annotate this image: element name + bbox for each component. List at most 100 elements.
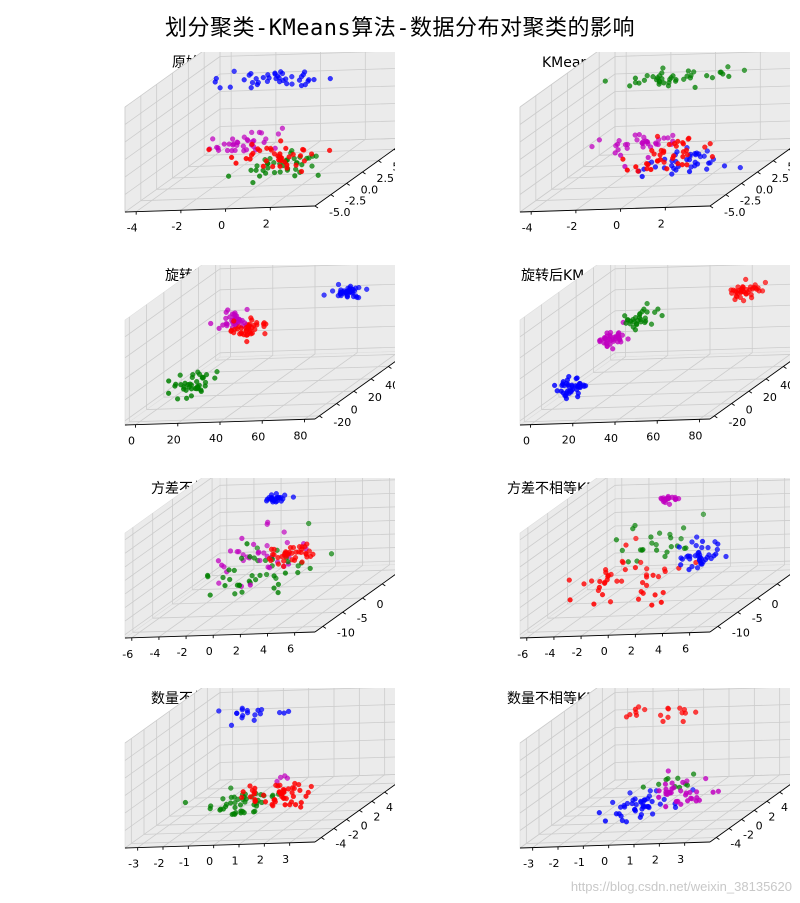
gridline — [194, 791, 385, 799]
gridline — [124, 525, 221, 595]
data-point — [762, 279, 768, 286]
data-point — [231, 68, 237, 74]
y-tick-label: 0 — [351, 404, 358, 417]
data-point — [303, 551, 309, 557]
data-point — [633, 164, 639, 170]
data-point — [638, 319, 644, 325]
data-point — [301, 158, 307, 164]
y-tick-mark — [330, 194, 335, 198]
data-point — [663, 777, 669, 783]
data-point — [253, 577, 259, 583]
data-point — [172, 383, 178, 389]
gridline — [576, 378, 767, 386]
gridline — [519, 552, 616, 622]
gridline — [527, 625, 718, 633]
data-point — [248, 167, 254, 173]
data-point — [668, 544, 674, 550]
data-point — [253, 803, 260, 809]
data-point — [661, 159, 667, 165]
data-point — [711, 553, 717, 559]
gridline — [572, 355, 669, 424]
data-point — [330, 288, 336, 294]
data-point — [747, 287, 753, 293]
gridline — [198, 366, 389, 373]
gridline — [519, 73, 616, 143]
data-point — [237, 802, 244, 808]
data-point — [644, 73, 650, 79]
data-point — [182, 799, 188, 806]
data-point — [226, 173, 232, 179]
data-point — [608, 337, 614, 343]
data-point — [231, 567, 237, 573]
data-point — [668, 535, 674, 541]
gridline — [152, 611, 343, 619]
data-point — [602, 580, 608, 586]
y-tick-label: 0 — [746, 404, 753, 417]
data-point — [661, 499, 667, 505]
x-tick-label: -6 — [122, 648, 133, 661]
data-point — [649, 602, 655, 608]
gridline — [219, 353, 316, 423]
data-point — [737, 165, 743, 171]
gridline — [156, 182, 347, 190]
data-point — [297, 787, 303, 793]
data-point — [670, 132, 676, 138]
gridline — [215, 354, 395, 361]
y-tick-mark — [777, 583, 781, 587]
gridline — [519, 709, 616, 779]
data-point — [678, 562, 684, 568]
data-point — [649, 798, 655, 805]
data-point — [715, 541, 721, 547]
data-point — [271, 585, 277, 591]
gridline — [124, 709, 221, 779]
gridline — [143, 828, 335, 835]
data-point — [605, 572, 611, 579]
data-point — [229, 154, 235, 160]
data-point — [633, 535, 639, 542]
data-point — [700, 559, 706, 565]
gridline — [124, 73, 221, 143]
data-point — [275, 581, 281, 587]
y-tick-label: 0.0 — [361, 183, 379, 196]
x-tick-label: 80 — [688, 429, 702, 442]
x-tick-label: 0 — [128, 435, 135, 448]
data-point — [293, 802, 299, 808]
data-point — [568, 388, 574, 394]
data-point — [282, 570, 288, 576]
data-point — [689, 539, 695, 545]
y-tick-mark — [322, 625, 327, 629]
data-point — [260, 163, 266, 169]
data-point — [166, 378, 172, 384]
data-point — [233, 160, 239, 166]
data-point — [298, 549, 304, 555]
data-point — [281, 795, 287, 801]
data-point — [205, 572, 211, 578]
y-tick-mark — [717, 625, 722, 629]
data-point — [247, 554, 253, 560]
y-tick-mark — [346, 182, 350, 186]
data-point — [232, 310, 238, 316]
data-point — [627, 712, 633, 718]
data-point — [271, 170, 278, 176]
data-point — [328, 551, 335, 557]
data-point — [619, 578, 625, 584]
y-tick-label: -5.0 — [329, 206, 350, 219]
data-point — [703, 776, 709, 782]
data-point — [670, 73, 676, 79]
data-point — [567, 597, 573, 603]
x-tick-label: 0 — [601, 855, 608, 868]
data-point — [278, 498, 284, 504]
gridline — [172, 171, 363, 179]
data-point — [284, 81, 290, 87]
data-point — [309, 151, 315, 157]
gridline — [614, 721, 790, 728]
data-point — [264, 145, 270, 151]
data-point — [249, 80, 256, 86]
data-point — [709, 75, 715, 81]
data-point — [657, 530, 663, 536]
data-point — [633, 712, 640, 718]
data-point — [684, 782, 690, 788]
data-point — [671, 153, 677, 159]
data-point — [293, 162, 299, 168]
gridline — [614, 283, 790, 291]
